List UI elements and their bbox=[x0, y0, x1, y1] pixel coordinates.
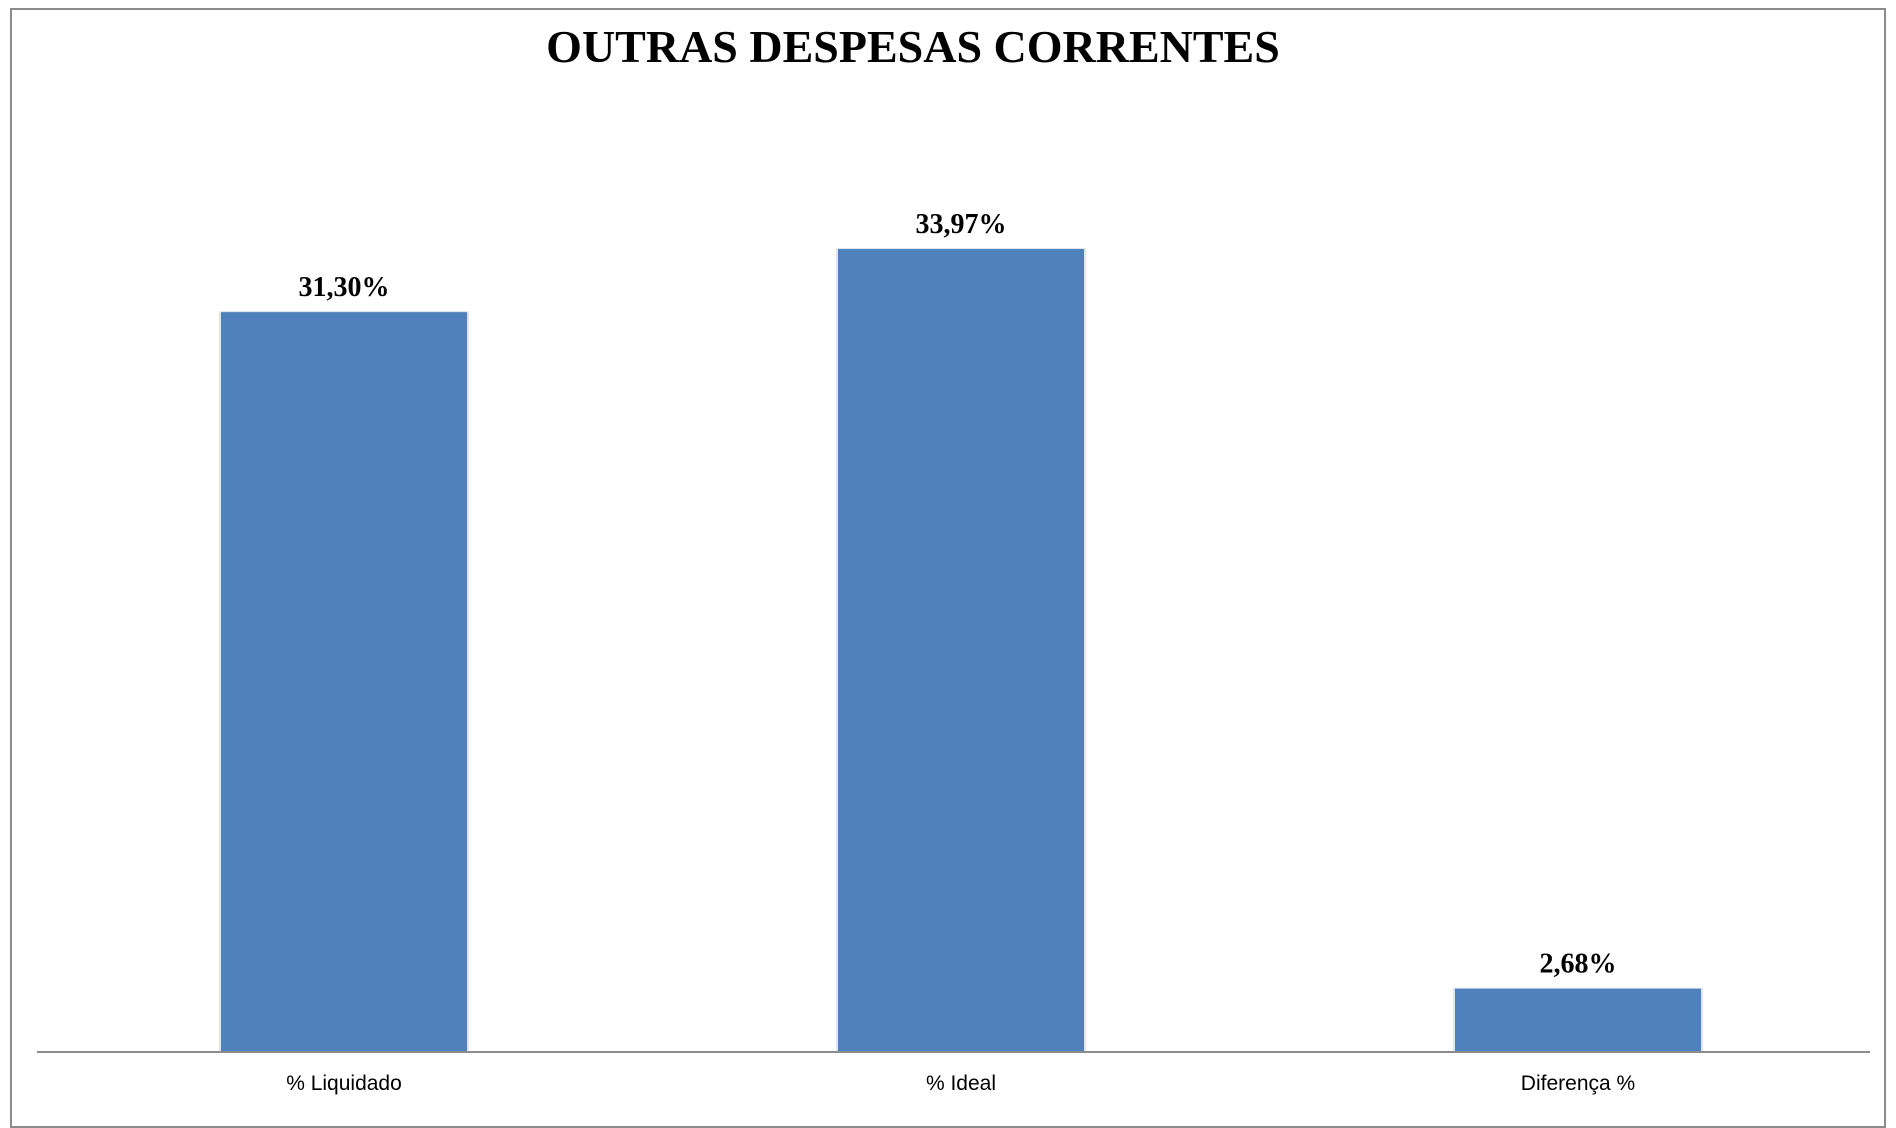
x-tick-label: % Ideal bbox=[926, 1072, 996, 1095]
data-label: 33,97% bbox=[916, 209, 1007, 240]
data-label: 31,30% bbox=[299, 272, 390, 303]
x-tick-label: Diferença % bbox=[1521, 1072, 1635, 1095]
bar bbox=[221, 312, 467, 1052]
x-tick-label: % Liquidado bbox=[286, 1072, 402, 1095]
bar bbox=[1455, 988, 1701, 1052]
data-label: 2,68% bbox=[1540, 949, 1617, 980]
bars-group bbox=[219, 248, 1703, 1052]
chart-title: OUTRAS DESPESAS CORRENTES bbox=[546, 21, 1280, 72]
bar bbox=[838, 249, 1084, 1052]
labels-group: 31,30% % Liquidado 33,97% % Ideal 2,68% Difer… bbox=[286, 209, 1635, 1095]
